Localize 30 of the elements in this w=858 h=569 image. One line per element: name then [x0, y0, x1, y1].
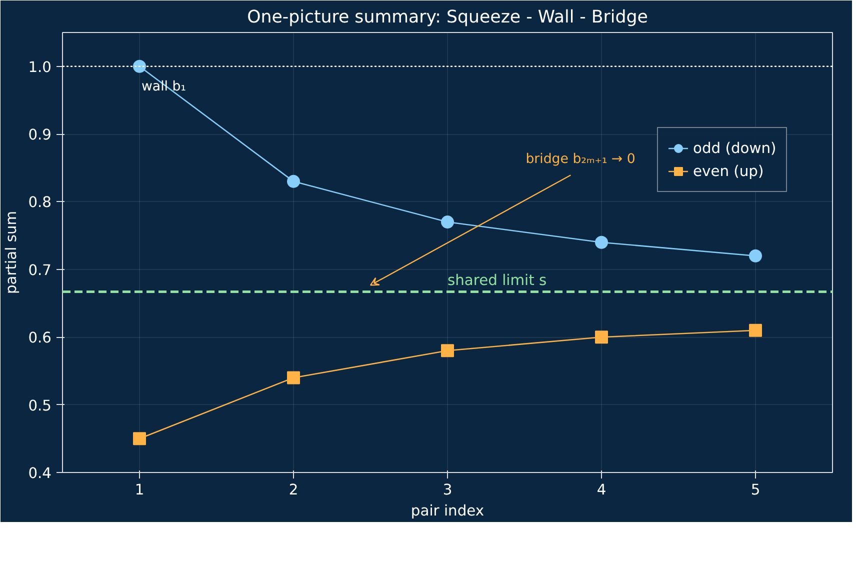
- x-tick-label: 3: [442, 482, 452, 498]
- y-tick-label: 0.6: [28, 330, 52, 347]
- x-tick-label: 1: [134, 482, 144, 498]
- point: [133, 432, 146, 446]
- point: [595, 330, 608, 344]
- y-tick-label: 0.7: [28, 262, 52, 279]
- annotation: bridge b₂ₘ₊₁ → 0: [526, 152, 636, 168]
- point: [441, 344, 454, 358]
- annotation: wall b₁: [142, 79, 186, 94]
- point: [749, 249, 762, 262]
- point: [595, 236, 608, 249]
- point: [133, 60, 146, 73]
- x-tick-label: 2: [288, 482, 298, 498]
- point: [441, 216, 454, 229]
- y-tick-label: 0.8: [28, 194, 52, 212]
- ref-line-label: shared limit s: [448, 272, 547, 289]
- x-axis-title: pair index: [410, 502, 484, 520]
- y-tick-label: 0.4: [28, 465, 52, 482]
- legend-label: even (up): [693, 162, 764, 180]
- point: [287, 371, 300, 384]
- point: [287, 174, 300, 188]
- y-tick-label: 1.0: [28, 58, 52, 76]
- x-tick-label: 4: [596, 482, 606, 498]
- x-tick-label: 5: [750, 482, 760, 498]
- y-axis-title: partial sum: [3, 210, 20, 294]
- chart-title: One-picture summary: Squeeze - Wall - Bridge: [247, 8, 648, 28]
- legend-label: odd (down): [693, 140, 776, 156]
- point: [749, 324, 762, 337]
- y-tick-label: 0.9: [28, 126, 52, 144]
- y-tick-label: 0.5: [28, 397, 52, 414]
